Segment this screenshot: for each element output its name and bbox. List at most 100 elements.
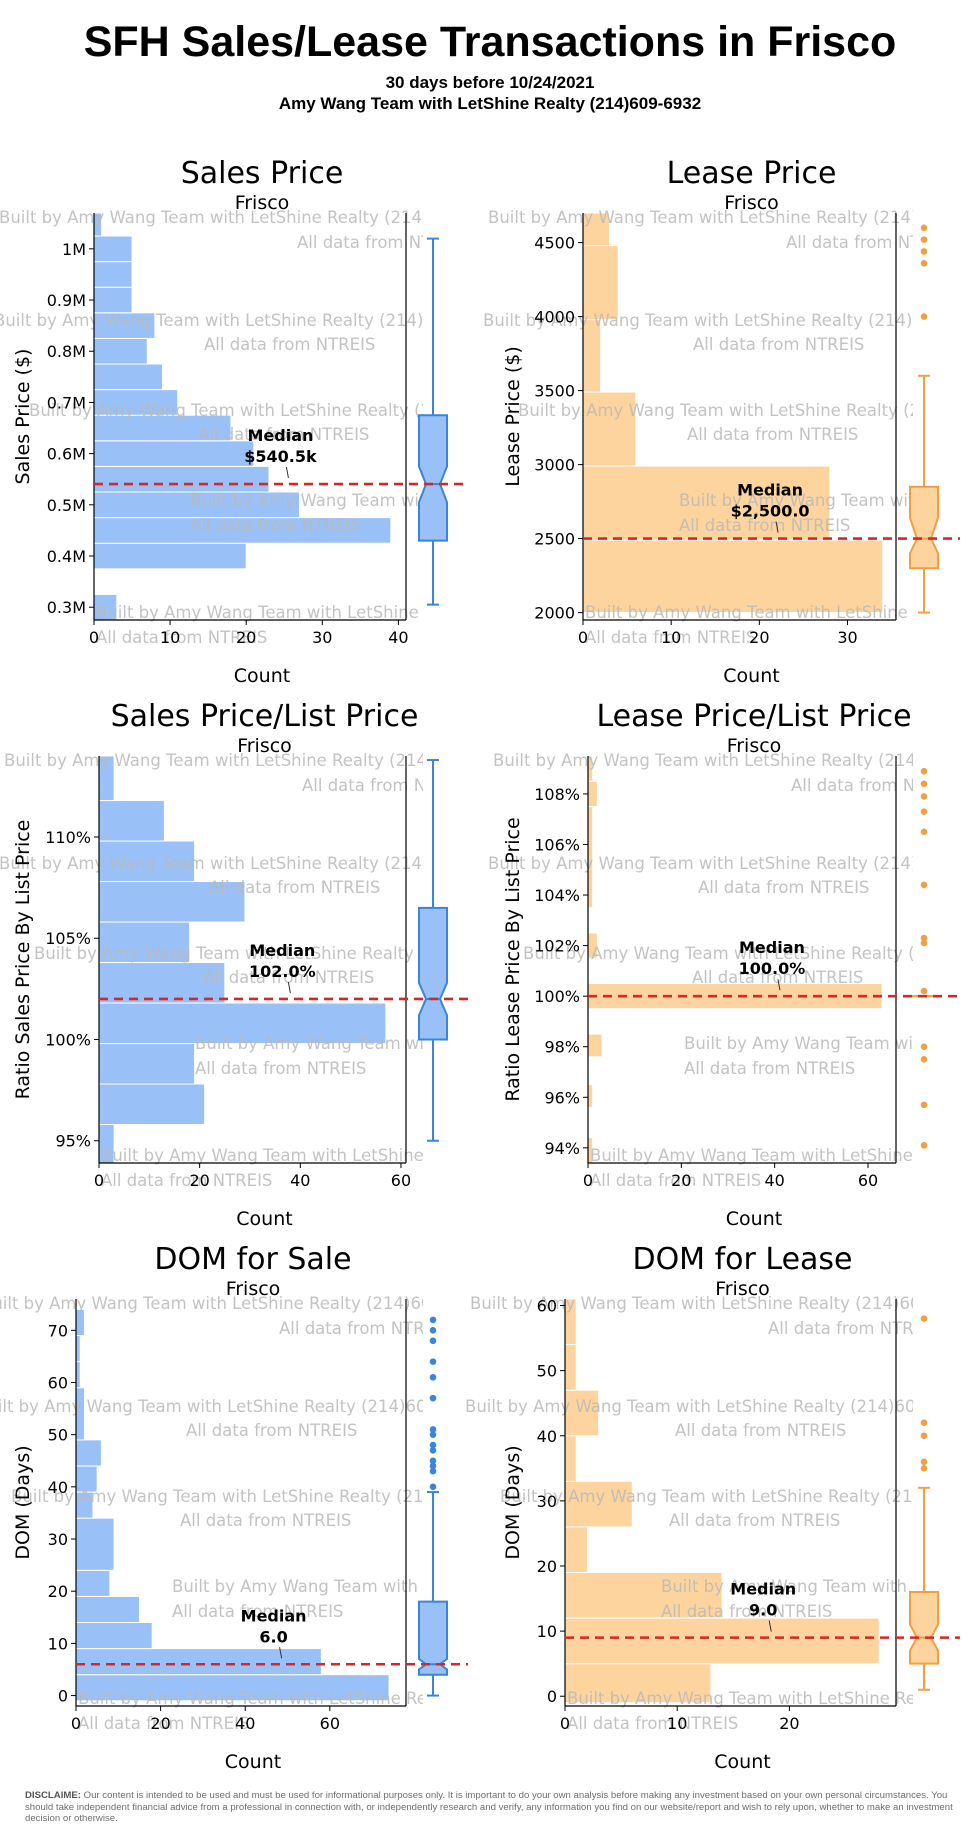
- y-tick-label: 98%: [544, 1038, 580, 1057]
- watermark-line2: All data from NTREIS: [698, 878, 869, 897]
- watermark-line2: All data from NTREIS: [203, 968, 374, 987]
- median-annotation-value: 100.0%: [739, 959, 806, 978]
- y-tick-label: 10: [48, 1634, 68, 1653]
- watermark-line1: Built by Amy Wang Team with LetShine Rea…: [0, 208, 508, 227]
- watermark-group: Built by Amy Wang Team with LetShine Rea…: [465, 1294, 974, 1733]
- histogram-bar: [564, 1344, 577, 1391]
- histogram-bar: [93, 440, 255, 467]
- watermark-line1: Built by Amy Wang Team with LetShine Rea…: [0, 1294, 490, 1313]
- box-outlier-point: [429, 1373, 437, 1381]
- histogram-bar: [93, 286, 133, 314]
- report-title: SFH Sales/Lease Transactions in Frisco: [83, 18, 897, 66]
- y-tick-label: 20: [537, 1557, 557, 1576]
- median-annotation-label: Median: [739, 938, 805, 957]
- watermark-line1: Built by Amy Wang Team with LetShine Rea…: [679, 491, 980, 510]
- box-notched-body: [909, 485, 939, 570]
- median-annotation-label: Median: [737, 481, 803, 500]
- box-outlier-point: [920, 987, 928, 995]
- x-axis-label: Count: [726, 1208, 782, 1230]
- chart-subtitle: Frisco: [226, 1278, 281, 1300]
- disclaimer: DISCLAIME: Our content is intended to be…: [25, 1790, 960, 1825]
- y-tick-label: 0.5M: [47, 496, 86, 515]
- median-annotation-arrow: [287, 981, 291, 994]
- y-tick-label: 70: [48, 1321, 68, 1340]
- y-tick-label: 20: [48, 1582, 68, 1601]
- y-tick-label: 0.4M: [47, 547, 86, 566]
- y-tick-label: 10: [537, 1622, 557, 1641]
- y-tick-label: 94%: [544, 1139, 580, 1158]
- y-tick-label: 96%: [544, 1088, 580, 1107]
- y-tick-label: 110%: [45, 828, 91, 847]
- box-notched-body: [909, 1591, 939, 1665]
- median-annotation-label: Median: [249, 941, 315, 960]
- median-annotation-value: 102.0%: [249, 962, 316, 981]
- histogram-bar: [98, 1083, 206, 1126]
- histogram-bar: [564, 1389, 600, 1437]
- histogram-bar: [587, 1084, 594, 1108]
- watermark-line1: Built by Amy Wang Team with LetShine Rea…: [493, 751, 980, 770]
- histogram-bar: [564, 1663, 712, 1704]
- histogram-bar: [75, 1517, 115, 1571]
- watermark-line1: Built by Amy Wang Team with LetShine Rea…: [590, 1146, 980, 1165]
- watermark-clip: Built by Amy Wang Team with LetShine Rea…: [465, 1294, 974, 1733]
- box-outlier-point: [429, 1447, 437, 1454]
- histogram-bar: [98, 800, 165, 842]
- histogram-bar: [75, 1569, 111, 1597]
- x-tick-label: 0: [89, 628, 99, 647]
- watermark-line2: All data from NTREIS: [567, 1714, 738, 1733]
- x-tick-label: 20: [779, 1714, 799, 1733]
- chart-title: DOM for Sale: [154, 1242, 351, 1277]
- box-outlier-point: [920, 767, 928, 775]
- y-tick-label: 0: [58, 1687, 68, 1706]
- box-notched-body: [418, 1600, 448, 1676]
- histogram-bar: [93, 389, 179, 416]
- y-tick-label: 0.6M: [47, 445, 86, 464]
- x-tick-label: 20: [189, 1171, 209, 1190]
- x-axis-label: Count: [236, 1208, 292, 1230]
- x-tick-label: 40: [235, 1714, 255, 1733]
- watermark-line2: All data from NTREIS: [791, 776, 962, 795]
- watermark-line2: All data from NTREIS: [198, 425, 369, 444]
- watermark-clip: Built by Amy Wang Team with LetShine Rea…: [483, 208, 980, 647]
- histogram-bar: [98, 840, 196, 883]
- watermark-line1: Built by Amy Wang Team with LetShine Rea…: [0, 854, 508, 873]
- histogram-bar: [93, 465, 270, 493]
- histogram-bar: [98, 962, 226, 1004]
- box-outlier-point: [920, 1043, 928, 1051]
- watermark-line1: Built by Amy Wang Team with LetShine Rea…: [172, 1577, 681, 1596]
- watermark-line1: Built by Amy Wang Team with LetShine Rea…: [518, 401, 980, 420]
- y-tick-label: 4000: [534, 308, 575, 327]
- watermark-group: Built by Amy Wang Team with LetShine Rea…: [488, 751, 980, 1190]
- chart-title: Lease Price: [667, 156, 837, 191]
- watermark-line1: Built by Amy Wang Team with LetShine Rea…: [465, 1397, 974, 1416]
- box-outlier-point: [920, 236, 928, 243]
- watermark-line1: Built by Amy Wang Team with LetShine Rea…: [483, 311, 980, 330]
- y-tick-label: 30: [537, 1492, 557, 1511]
- x-tick-label: 10: [160, 628, 180, 647]
- watermark-line1: Built by Amy Wang Team with LetShine Rea…: [11, 1487, 520, 1506]
- watermark-line2: All data from NTREIS: [687, 425, 858, 444]
- watermark-line2: All data from NTREIS: [101, 1171, 272, 1190]
- y-tick-label: 40: [48, 1478, 68, 1497]
- median-annotation-arrow: [775, 521, 779, 533]
- histogram-bar: [75, 1361, 81, 1389]
- x-tick-label: 10: [667, 1714, 687, 1733]
- y-axis-label: DOM (Days): [502, 1445, 524, 1559]
- y-tick-label: 50: [537, 1362, 557, 1381]
- histogram-bar: [93, 235, 133, 263]
- y-tick-label: 2000: [534, 604, 575, 623]
- box-outlier-point: [920, 224, 928, 232]
- box-outlier-point: [920, 934, 928, 942]
- y-tick-label: 60: [537, 1297, 557, 1316]
- watermark-line2: All data from NTREIS: [684, 1059, 855, 1078]
- chart-title: Sales Price/List Price: [111, 699, 419, 734]
- y-tick-label: 0: [547, 1687, 557, 1706]
- watermark-clip: Built by Amy Wang Team with LetShine Rea…: [0, 1294, 681, 1733]
- median-annotation-value: 9.0: [749, 1601, 777, 1620]
- x-tick-label: 0: [578, 628, 588, 647]
- histogram-bar: [75, 1335, 81, 1363]
- box-outlier-point: [920, 1101, 928, 1109]
- watermark-line2: All data from NTREIS: [679, 516, 850, 535]
- y-tick-label: 95%: [55, 1132, 91, 1151]
- report-date-range: 30 days before 10/24/2021: [385, 73, 595, 92]
